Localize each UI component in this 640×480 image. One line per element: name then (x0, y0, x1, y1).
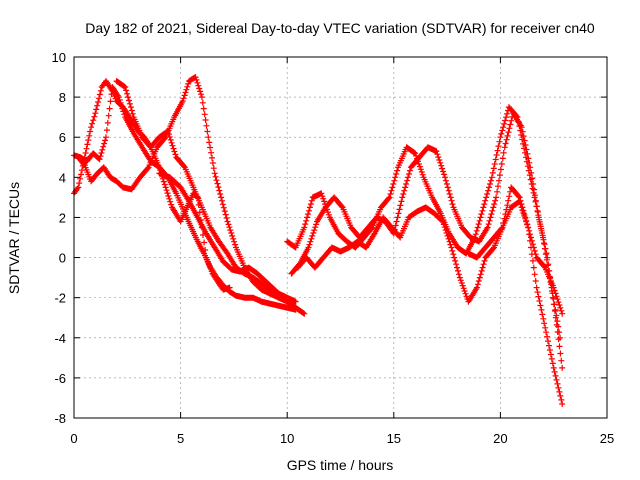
x-tick-label: 10 (280, 431, 294, 446)
plot-frame (73, 56, 608, 419)
y-tick-label: -2 (54, 291, 66, 306)
grid-lines (74, 57, 607, 418)
y-tick-label: 6 (59, 130, 66, 145)
x-tick-label: 15 (387, 431, 401, 446)
x-axis-label: GPS time / hours (287, 457, 394, 473)
plus-markers (465, 198, 566, 317)
y-tick-label: 4 (59, 170, 66, 185)
data-series (71, 74, 566, 407)
plus-markers (156, 170, 286, 301)
plus-markers (288, 110, 566, 371)
plus-markers (284, 104, 564, 341)
plus-markers (71, 78, 233, 293)
series-arc7 (288, 110, 566, 371)
x-tick-label: 25 (600, 431, 614, 446)
y-tick-label: 10 (52, 50, 66, 65)
series-arc1 (71, 78, 233, 293)
chart-title: Day 182 of 2021, Sidereal Day-to-day VTE… (85, 20, 595, 36)
y-axis-label: SDTVAR / TECUs (6, 182, 22, 294)
x-tick-label: 20 (493, 431, 507, 446)
y-tick-label: 2 (59, 210, 66, 225)
series-arc3 (75, 74, 308, 317)
plus-markers (75, 74, 308, 317)
series-arc5 (156, 170, 286, 301)
series-arc4 (113, 78, 299, 305)
axis-ticks: 0 5 10 15 20 25 -8 -6 -4 -2 0 2 4 6 8 10 (52, 50, 615, 446)
x-tick-label: 5 (177, 431, 184, 446)
series-arc6 (284, 104, 564, 341)
y-tick-label: -8 (54, 411, 66, 426)
plus-markers (113, 78, 299, 305)
y-tick-label: -6 (54, 371, 66, 386)
x-tick-label: 0 (70, 431, 77, 446)
y-tick-label: 8 (59, 90, 66, 105)
y-tick-label: 0 (59, 251, 66, 266)
y-tick-label: -4 (54, 331, 66, 346)
series-arc9 (465, 198, 566, 317)
